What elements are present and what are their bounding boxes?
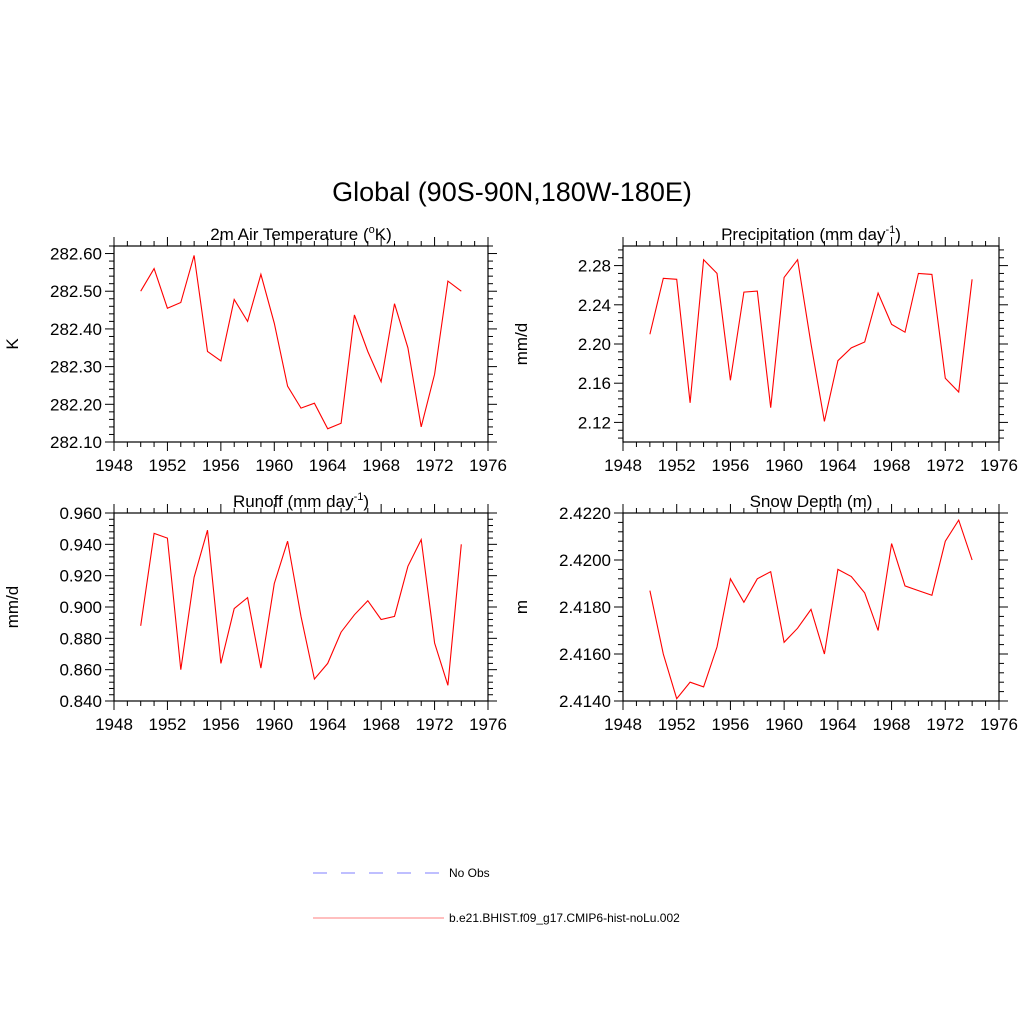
x-tick-label: 1956 xyxy=(712,456,750,475)
y-tick-label: 282.50 xyxy=(50,282,102,301)
y-axis-label: mm/d xyxy=(512,323,531,366)
x-tick-label: 1972 xyxy=(416,456,454,475)
y-tick-label: 0.860 xyxy=(59,661,102,680)
x-tick-label: 1976 xyxy=(980,715,1018,734)
x-tick-label: 1960 xyxy=(255,456,293,475)
panel-snow-depth: 1948 1952 1956 1960 1964 1968 1972 1976 2.4140 2.… xyxy=(512,492,1018,734)
panel-title: 2m Air Temperature (oK) xyxy=(210,224,392,244)
y-tick-label: 282.30 xyxy=(50,358,102,377)
y-axis-label: m xyxy=(512,600,531,614)
y-tick-label: 0.920 xyxy=(59,567,102,586)
panel-title-main: Precipitation (mm day xyxy=(721,225,886,244)
panel-title-rest: ) xyxy=(895,225,901,244)
panel-title: Precipitation (mm day-1) xyxy=(721,224,901,244)
panel-title: Snow Depth (m) xyxy=(750,492,873,511)
panel-title-main: Snow Depth (m) xyxy=(750,492,873,511)
x-tick-label: 1964 xyxy=(819,715,857,734)
x-tick-label: 1952 xyxy=(149,715,187,734)
series-line-precipitation xyxy=(649,258,973,422)
panels: 1948 1952 1956 1960 1964 1968 1972 1976 282.10 28… xyxy=(3,224,1018,734)
x-tick-label: 1976 xyxy=(980,456,1018,475)
x-tick-label: 1976 xyxy=(469,715,507,734)
x-tick-label: 1972 xyxy=(926,715,964,734)
plot-frame xyxy=(113,512,489,702)
y-tick-label: 2.20 xyxy=(578,335,611,354)
y-tick-label: 2.16 xyxy=(578,374,611,393)
y-axis-label: mm/d xyxy=(3,586,22,629)
x-tick-label: 1964 xyxy=(309,715,347,734)
y-tick-label: 2.28 xyxy=(578,257,611,276)
y-tick-label: 0.840 xyxy=(59,692,102,711)
y-tick-label: 0.900 xyxy=(59,598,102,617)
legend-label-no-obs: No Obs xyxy=(449,866,490,880)
page-title: Global (90S-90N,180W-180E) xyxy=(332,177,692,207)
panel-title-superscript: -1 xyxy=(885,224,895,236)
x-tick-label: 1948 xyxy=(604,456,642,475)
x-tick-label: 1964 xyxy=(309,456,347,475)
x-tick-label: 1956 xyxy=(202,715,240,734)
x-tick-label: 1960 xyxy=(765,715,803,734)
y-tick-label: 2.4200 xyxy=(559,551,611,570)
x-tick-label: 1968 xyxy=(362,715,400,734)
y-tick-label: 2.4180 xyxy=(559,598,611,617)
x-tick-label: 1972 xyxy=(926,456,964,475)
plot-frame xyxy=(622,512,1000,702)
panel-precipitation: 1948 1952 1956 1960 1964 1968 1972 1976 2.12 2.16… xyxy=(512,224,1018,475)
panel-title: Runoff (mm day-1) xyxy=(233,491,369,511)
x-tick-label: 1948 xyxy=(95,715,133,734)
panel-runoff: 1948 1952 1956 1960 1964 1968 1972 1976 0.840 0.8… xyxy=(3,491,507,734)
x-tick-label: 1956 xyxy=(712,715,750,734)
y-tick-label: 0.880 xyxy=(59,629,102,648)
x-tick-label: 1960 xyxy=(255,715,293,734)
plot-frame xyxy=(113,245,489,443)
y-tick-label: 2.4140 xyxy=(559,692,611,711)
y-tick-label: 2.12 xyxy=(578,413,611,432)
x-tick-label: 1960 xyxy=(765,456,803,475)
y-tick-label: 282.40 xyxy=(50,320,102,339)
panel-title-superscript: -1 xyxy=(354,491,364,503)
legend: No Obs b.e21.BHIST.f09_g17.CMIP6-hist-no… xyxy=(313,866,680,925)
panel-title-superscript: o xyxy=(369,224,375,236)
x-tick-label: 1956 xyxy=(202,456,240,475)
x-tick-label: 1964 xyxy=(819,456,857,475)
x-tick-label: 1948 xyxy=(95,456,133,475)
panel-title-main: 2m Air Temperature ( xyxy=(210,225,369,244)
panel-title-rest: K) xyxy=(375,225,392,244)
y-tick-label: 2.4220 xyxy=(559,504,611,523)
panel-title-rest: ) xyxy=(363,492,369,511)
x-tick-label: 1952 xyxy=(658,715,696,734)
y-tick-label: 282.10 xyxy=(50,433,102,452)
x-tick-label: 1952 xyxy=(658,456,696,475)
panel-temperature: 1948 1952 1956 1960 1964 1968 1972 1976 282.10 28… xyxy=(3,224,507,475)
x-tick-label: 1968 xyxy=(362,456,400,475)
x-tick-label: 1952 xyxy=(149,456,187,475)
x-tick-label: 1948 xyxy=(604,715,642,734)
panel-title-main: Runoff (mm day xyxy=(233,492,354,511)
y-axis-label: K xyxy=(3,338,22,350)
y-tick-label: 282.60 xyxy=(50,245,102,264)
y-tick-label: 0.940 xyxy=(59,535,102,554)
series-line-snow-depth xyxy=(649,518,973,700)
x-tick-label: 1976 xyxy=(469,456,507,475)
x-tick-label: 1968 xyxy=(873,456,911,475)
series-line-temperature xyxy=(140,255,462,430)
x-tick-label: 1968 xyxy=(873,715,911,734)
y-tick-label: 2.24 xyxy=(578,296,611,315)
x-tick-label: 1972 xyxy=(416,715,454,734)
y-tick-label: 282.20 xyxy=(50,395,102,414)
legend-label-model: b.e21.BHIST.f09_g17.CMIP6-hist-noLu.002 xyxy=(449,911,680,925)
y-tick-label: 0.960 xyxy=(59,504,102,523)
y-tick-label: 2.4160 xyxy=(559,645,611,664)
series-line-runoff xyxy=(140,530,462,686)
